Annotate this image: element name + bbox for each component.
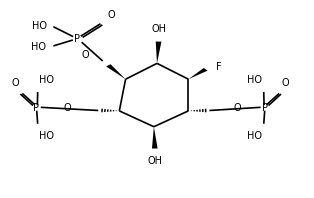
Text: O: O — [234, 103, 241, 113]
Text: O: O — [282, 78, 290, 88]
Text: HO: HO — [39, 131, 54, 141]
Polygon shape — [106, 64, 126, 79]
Polygon shape — [188, 68, 208, 79]
Text: OH: OH — [147, 156, 162, 166]
Polygon shape — [156, 42, 161, 63]
Text: O: O — [63, 103, 71, 113]
Text: F: F — [216, 62, 221, 72]
Text: OH: OH — [151, 24, 166, 34]
Text: P: P — [33, 103, 39, 113]
Text: HO: HO — [32, 21, 47, 31]
Text: O: O — [82, 50, 89, 60]
Polygon shape — [152, 127, 158, 148]
Text: HO: HO — [39, 75, 54, 85]
Text: P: P — [74, 34, 80, 44]
Text: HO: HO — [247, 131, 262, 141]
Text: O: O — [107, 10, 115, 20]
Text: HO: HO — [30, 42, 46, 51]
Text: HO: HO — [247, 75, 262, 85]
Text: O: O — [12, 78, 19, 88]
Text: P: P — [262, 103, 268, 113]
